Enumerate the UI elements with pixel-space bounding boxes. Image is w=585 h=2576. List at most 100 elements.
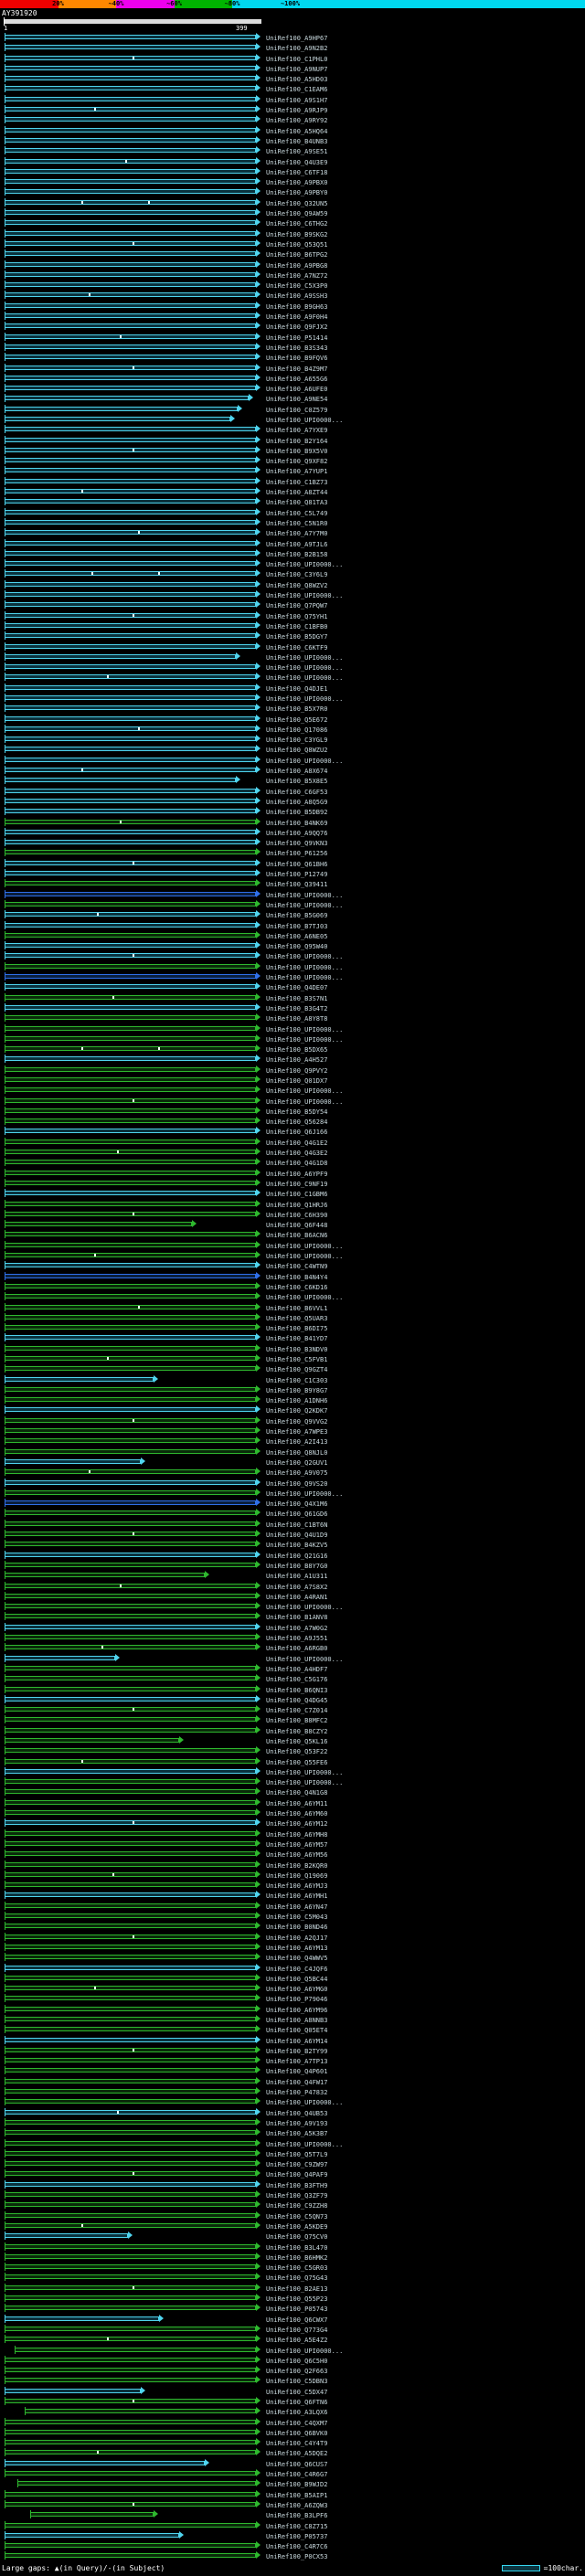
hit-id-label[interactable]: UniRef100_B5X8E5 <box>266 778 328 786</box>
hit-id-label[interactable]: UniRef100_B7TJ03 <box>266 922 328 930</box>
hit-bar[interactable] <box>5 1097 256 1103</box>
hit-id-label[interactable]: UniRef100_A6UFE0 <box>266 386 328 394</box>
hit-id-label[interactable]: UniRef100_C4R6G7 <box>266 2471 328 2479</box>
hit-id-label[interactable]: UniRef100_UPI0000... <box>266 2140 344 2148</box>
hit-bar[interactable] <box>30 2512 154 2518</box>
hit-id-label[interactable]: UniRef100_C6TF18 <box>266 168 328 176</box>
hit-id-label[interactable]: UniRef100_UPI0000... <box>266 653 344 662</box>
hit-id-label[interactable]: UniRef100_C4Y4T9 <box>266 2440 328 2448</box>
hit-bar[interactable] <box>5 210 256 216</box>
hit-bar[interactable] <box>5 592 256 598</box>
hit-bar[interactable] <box>5 437 256 442</box>
hit-bar[interactable] <box>5 2027 256 2032</box>
hit-bar[interactable] <box>5 922 256 928</box>
hit-id-label[interactable]: UniRef100_A6YPF9 <box>266 1170 328 1178</box>
hit-id-label[interactable]: UniRef100_B8Y7G0 <box>266 1562 328 1570</box>
hit-id-label[interactable]: UniRef100_UPI0000... <box>266 1242 344 1250</box>
hit-id-label[interactable]: UniRef100_A1U311 <box>266 1573 328 1581</box>
hit-bar[interactable] <box>5 1211 256 1216</box>
hit-id-label[interactable]: UniRef100_B9SKG2 <box>266 230 328 239</box>
hit-id-label[interactable]: UniRef100_B6QNI3 <box>266 1686 328 1694</box>
hit-bar[interactable] <box>5 1242 256 1247</box>
hit-bar[interactable] <box>5 1325 256 1330</box>
hit-bar[interactable] <box>5 2037 256 2042</box>
hit-bar[interactable] <box>5 1965 256 1970</box>
hit-bar[interactable] <box>5 653 236 659</box>
hit-bar[interactable] <box>5 1748 256 1754</box>
hit-id-label[interactable]: UniRef100_C9NF19 <box>266 1180 328 1188</box>
hit-id-label[interactable]: UniRef100_C9ZZH8 <box>266 2202 328 2210</box>
hit-id-label[interactable]: UniRef100_C3Y6L9 <box>266 571 328 579</box>
hit-bar[interactable] <box>5 1035 256 1041</box>
hit-id-label[interactable]: UniRef100_Q2GUV1 <box>266 1458 328 1467</box>
hit-bar[interactable] <box>5 1624 256 1629</box>
hit-id-label[interactable]: UniRef100_Q6J166 <box>266 1129 328 1137</box>
hit-id-label[interactable]: UniRef100_Q5T7L9 <box>266 2150 328 2158</box>
hit-bar[interactable] <box>5 1532 256 1537</box>
hit-id-label[interactable]: UniRef100_Q4UB53 <box>266 2109 328 2117</box>
hit-bar[interactable] <box>5 633 256 639</box>
hit-bar[interactable] <box>5 643 256 649</box>
hit-id-label[interactable]: UniRef100_C6THG2 <box>266 220 328 228</box>
hit-bar[interactable] <box>5 447 256 452</box>
hit-bar[interactable] <box>5 768 256 773</box>
hit-id-label[interactable]: UniRef100_Q4G1E2 <box>266 1139 328 1147</box>
hit-bar[interactable] <box>5 1676 256 1681</box>
hit-bar[interactable] <box>5 2306 256 2311</box>
hit-id-label[interactable]: UniRef100_Q61GD6 <box>266 1511 328 1519</box>
hit-bar[interactable] <box>5 1758 256 1764</box>
hit-id-label[interactable]: UniRef100_A9QQ76 <box>266 829 328 837</box>
hit-bar[interactable] <box>5 1799 256 1805</box>
hit-id-label[interactable]: UniRef100_A9V193 <box>266 2119 328 2127</box>
hit-id-label[interactable]: UniRef100_A9N2B2 <box>266 45 328 53</box>
hit-id-label[interactable]: UniRef100_B3FTH9 <box>266 2181 328 2189</box>
hit-id-label[interactable]: UniRef100_Q61BH6 <box>266 860 328 868</box>
hit-id-label[interactable]: UniRef100_A5HD03 <box>266 76 328 84</box>
hit-id-label[interactable]: UniRef100_B6TPG2 <box>266 251 328 260</box>
hit-bar[interactable] <box>5 2522 256 2528</box>
hit-bar[interactable] <box>5 1737 179 1743</box>
hit-id-label[interactable]: UniRef100_A6ZQW3 <box>266 2501 328 2509</box>
hit-bar[interactable] <box>5 891 256 896</box>
hit-id-label[interactable]: UniRef100_C1BFB0 <box>266 622 328 631</box>
hit-id-label[interactable]: UniRef100_Q9VKN3 <box>266 840 328 848</box>
hit-bar[interactable] <box>5 2150 256 2156</box>
hit-id-label[interactable]: UniRef100_A9RJP9 <box>266 107 328 115</box>
hit-id-label[interactable]: UniRef100_Q56284 <box>266 1118 328 1127</box>
hit-bar[interactable] <box>15 2347 256 2352</box>
hit-id-label[interactable]: UniRef100_Q05ET4 <box>266 2027 328 2035</box>
hit-id-label[interactable]: UniRef100_A1DNH6 <box>266 1397 328 1405</box>
hit-id-label[interactable]: UniRef100_Q75G43 <box>266 2274 328 2283</box>
hit-bar[interactable] <box>5 1118 256 1124</box>
hit-bar[interactable] <box>5 1253 256 1258</box>
hit-id-label[interactable]: UniRef100_A6YM14 <box>266 2037 328 2045</box>
hit-id-label[interactable]: UniRef100_UPI0000... <box>266 1604 344 1612</box>
hit-bar[interactable] <box>5 2460 205 2465</box>
hit-id-label[interactable]: UniRef100_A9NUP7 <box>266 65 328 73</box>
hit-id-label[interactable]: UniRef100_B4Z9M7 <box>266 365 328 373</box>
hit-bar[interactable] <box>5 313 256 319</box>
hit-id-label[interactable]: UniRef100_Q81TA3 <box>266 499 328 507</box>
hit-id-label[interactable]: UniRef100_Q4G1D8 <box>266 1160 328 1168</box>
hit-id-label[interactable]: UniRef100_A6YN47 <box>266 1903 328 1911</box>
hit-bar[interactable] <box>5 1087 256 1093</box>
hit-id-label[interactable]: UniRef100_UPI0000... <box>266 561 344 569</box>
hit-bar[interactable] <box>5 2274 256 2280</box>
hit-bar[interactable] <box>5 1665 256 1670</box>
hit-bar[interactable] <box>5 2192 256 2198</box>
hit-id-label[interactable]: UniRef100_A9SSH3 <box>266 292 328 301</box>
hit-id-label[interactable]: UniRef100_Q5UAR3 <box>266 1314 328 1322</box>
hit-bar[interactable] <box>5 684 256 690</box>
hit-id-label[interactable]: UniRef100_B5X7R0 <box>266 705 328 714</box>
hit-bar[interactable] <box>5 1892 256 1898</box>
hit-bar[interactable] <box>5 1304 256 1309</box>
hit-bar[interactable] <box>5 757 256 762</box>
hit-bar[interactable] <box>5 302 256 308</box>
hit-bar[interactable] <box>5 932 256 938</box>
hit-bar[interactable] <box>5 2068 256 2073</box>
hit-id-label[interactable]: UniRef100_Q7PQW7 <box>266 602 328 610</box>
hit-bar[interactable] <box>5 612 256 618</box>
hit-bar[interactable] <box>5 2450 256 2455</box>
hit-bar[interactable] <box>5 117 256 122</box>
hit-id-label[interactable]: UniRef100_B3NDV0 <box>266 1345 328 1353</box>
